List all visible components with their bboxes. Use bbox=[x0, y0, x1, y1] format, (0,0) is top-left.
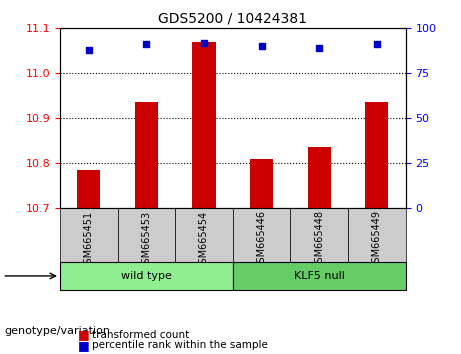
Text: GSM665449: GSM665449 bbox=[372, 210, 382, 269]
FancyBboxPatch shape bbox=[175, 208, 233, 262]
Bar bbox=[135, 102, 158, 208]
Point bbox=[200, 40, 207, 46]
Bar bbox=[365, 102, 388, 208]
Point bbox=[315, 45, 323, 51]
FancyBboxPatch shape bbox=[233, 208, 290, 262]
Text: GSM665454: GSM665454 bbox=[199, 210, 209, 269]
FancyBboxPatch shape bbox=[60, 262, 233, 290]
Bar bbox=[77, 170, 100, 208]
Text: ■: ■ bbox=[78, 339, 90, 352]
Bar bbox=[193, 42, 216, 208]
Text: percentile rank within the sample: percentile rank within the sample bbox=[92, 340, 268, 350]
Point bbox=[85, 47, 92, 53]
Text: wild type: wild type bbox=[121, 271, 172, 281]
Text: KLF5 null: KLF5 null bbox=[294, 271, 345, 281]
Text: GSM665451: GSM665451 bbox=[84, 210, 94, 269]
Text: transformed count: transformed count bbox=[92, 330, 189, 339]
FancyBboxPatch shape bbox=[290, 208, 348, 262]
Title: GDS5200 / 10424381: GDS5200 / 10424381 bbox=[158, 12, 307, 26]
Text: genotype/variation: genotype/variation bbox=[5, 326, 111, 336]
Text: GSM665448: GSM665448 bbox=[314, 210, 324, 269]
Point bbox=[258, 44, 266, 49]
FancyBboxPatch shape bbox=[348, 208, 406, 262]
FancyBboxPatch shape bbox=[60, 208, 118, 262]
FancyBboxPatch shape bbox=[233, 262, 406, 290]
Point bbox=[373, 42, 381, 47]
Point bbox=[142, 42, 150, 47]
Text: GSM665446: GSM665446 bbox=[257, 210, 266, 269]
Text: GSM665453: GSM665453 bbox=[142, 210, 151, 269]
FancyBboxPatch shape bbox=[118, 208, 175, 262]
Bar bbox=[250, 159, 273, 208]
Text: ■: ■ bbox=[78, 328, 90, 341]
Bar bbox=[308, 147, 331, 208]
